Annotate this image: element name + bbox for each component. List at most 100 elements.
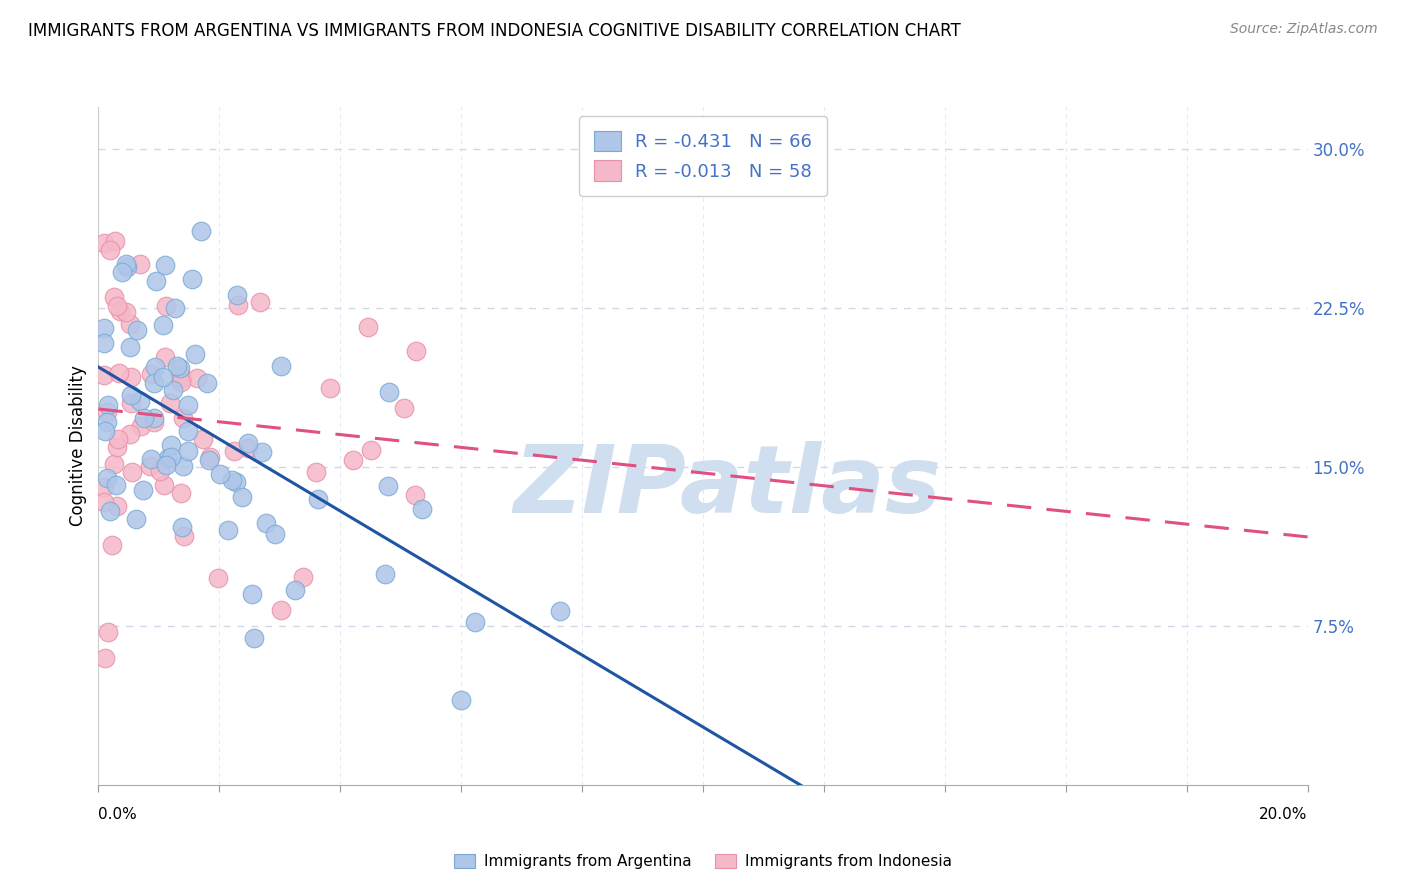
Point xyxy=(377,478,399,492)
Point xyxy=(226,288,249,302)
Point xyxy=(222,444,245,458)
Point xyxy=(138,459,160,474)
Point xyxy=(153,258,176,272)
Point xyxy=(254,516,277,530)
Point xyxy=(93,236,115,251)
Point xyxy=(152,318,174,332)
Point xyxy=(108,303,131,318)
Point xyxy=(143,376,166,391)
Point xyxy=(93,480,115,494)
Point xyxy=(143,360,166,375)
Point xyxy=(240,587,263,601)
Point xyxy=(173,529,195,543)
Point xyxy=(149,464,172,478)
Point xyxy=(117,260,139,275)
Point xyxy=(107,366,129,380)
Point xyxy=(145,274,167,288)
Point xyxy=(153,351,176,365)
Point xyxy=(221,474,243,488)
Point xyxy=(107,432,129,446)
Point xyxy=(177,424,200,438)
Point xyxy=(93,320,115,334)
Text: IMMIGRANTS FROM ARGENTINA VS IMMIGRANTS FROM INDONESIA COGNITIVE DISABILITY CORR: IMMIGRANTS FROM ARGENTINA VS IMMIGRANTS … xyxy=(28,22,960,40)
Point xyxy=(357,319,380,334)
Point xyxy=(217,524,239,538)
Point xyxy=(378,385,401,400)
Point xyxy=(166,359,188,373)
Point xyxy=(305,465,328,479)
Point xyxy=(105,499,128,513)
Point xyxy=(177,398,200,412)
Point xyxy=(225,475,247,490)
Point xyxy=(120,369,142,384)
Y-axis label: Cognitive Disability: Cognitive Disability xyxy=(69,366,87,526)
Point xyxy=(172,458,194,473)
Point xyxy=(93,368,115,382)
Point xyxy=(103,290,125,304)
Point xyxy=(169,360,191,375)
Point xyxy=(139,368,162,382)
Point xyxy=(270,359,292,373)
Point xyxy=(127,323,149,337)
Point xyxy=(307,491,329,506)
Point xyxy=(169,368,191,382)
Point xyxy=(93,495,115,509)
Point xyxy=(177,443,200,458)
Point xyxy=(120,396,142,410)
Point xyxy=(129,419,152,434)
Point xyxy=(411,501,433,516)
Point xyxy=(98,504,121,518)
Point xyxy=(291,570,314,584)
Point xyxy=(392,401,415,416)
Point xyxy=(118,317,141,331)
Text: Source: ZipAtlas.com: Source: ZipAtlas.com xyxy=(1230,22,1378,37)
Point xyxy=(162,383,184,397)
Point xyxy=(98,243,121,257)
Point xyxy=(101,538,124,552)
Point xyxy=(155,300,177,314)
Point xyxy=(198,453,221,467)
Point xyxy=(360,443,382,458)
Point xyxy=(93,651,115,665)
Point xyxy=(450,693,472,707)
Point xyxy=(160,450,183,464)
Point xyxy=(405,343,427,358)
Point xyxy=(209,467,232,481)
Point xyxy=(318,381,340,395)
Point xyxy=(97,398,120,412)
Point xyxy=(170,371,193,385)
Point xyxy=(342,453,364,467)
Point xyxy=(238,441,260,455)
Point xyxy=(157,450,180,465)
Text: 0.0%: 0.0% xyxy=(98,807,138,822)
Point xyxy=(374,567,396,582)
Point xyxy=(207,571,229,585)
Point xyxy=(128,393,150,408)
Point xyxy=(111,265,134,279)
Point xyxy=(96,405,118,419)
Point xyxy=(121,465,143,479)
Point xyxy=(96,415,118,429)
Point xyxy=(104,478,127,492)
Point xyxy=(231,490,253,504)
Point xyxy=(114,305,136,319)
Point xyxy=(284,582,307,597)
Point xyxy=(93,336,115,351)
Point xyxy=(191,432,214,446)
Point xyxy=(118,426,141,441)
Point xyxy=(198,450,221,464)
Point xyxy=(105,440,128,454)
Point xyxy=(94,424,117,438)
Point xyxy=(97,624,120,639)
Point xyxy=(170,375,193,389)
Point xyxy=(264,527,287,541)
Point xyxy=(104,234,127,248)
Point xyxy=(132,483,155,497)
Point xyxy=(190,225,212,239)
Point xyxy=(160,438,183,452)
Point xyxy=(120,339,142,353)
Point xyxy=(115,257,138,271)
Point xyxy=(236,436,259,450)
Point xyxy=(103,457,125,471)
Point xyxy=(142,415,165,429)
